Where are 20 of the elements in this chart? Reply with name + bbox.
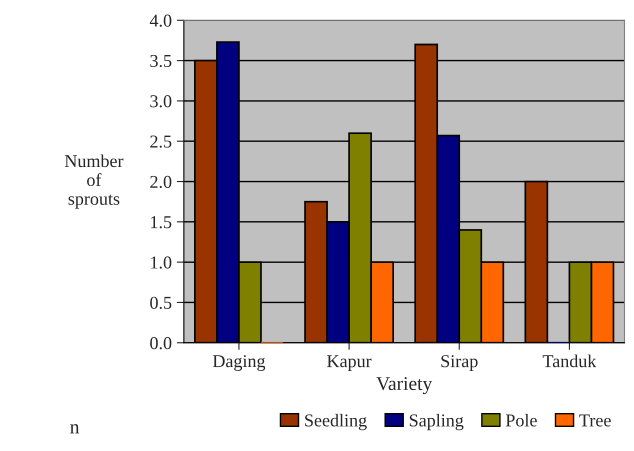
legend-label: Pole: [506, 414, 537, 427]
y-tick-label: 4.0: [150, 14, 172, 27]
y-tick-label: 2.0: [150, 176, 172, 188]
legend-label: Sapling: [410, 414, 464, 430]
x-tick-label: Sirap: [441, 355, 478, 371]
x-tick-label: Tanduk: [542, 354, 596, 368]
y-tick-label: 0.5: [150, 296, 172, 309]
y-tick-label: 0.0: [150, 337, 172, 350]
y-tick-label: 1.0: [151, 256, 172, 269]
y-tick-label: 2.5: [150, 136, 172, 148]
legend-label: Seedling: [305, 414, 367, 430]
y-tick-label: 3.5: [150, 54, 172, 68]
x-tick-label: Daging: [212, 355, 266, 371]
y-axis-title: Number of sprouts: [64, 154, 124, 209]
text: n: [70, 424, 80, 434]
x-tick-label: Kapur: [327, 355, 372, 371]
y-tick-label: 1.5: [151, 216, 172, 228]
x-axis-title: Variety: [376, 377, 432, 394]
legend-label: Tree: [579, 414, 611, 427]
y-tick-label: 3.0: [150, 95, 172, 108]
